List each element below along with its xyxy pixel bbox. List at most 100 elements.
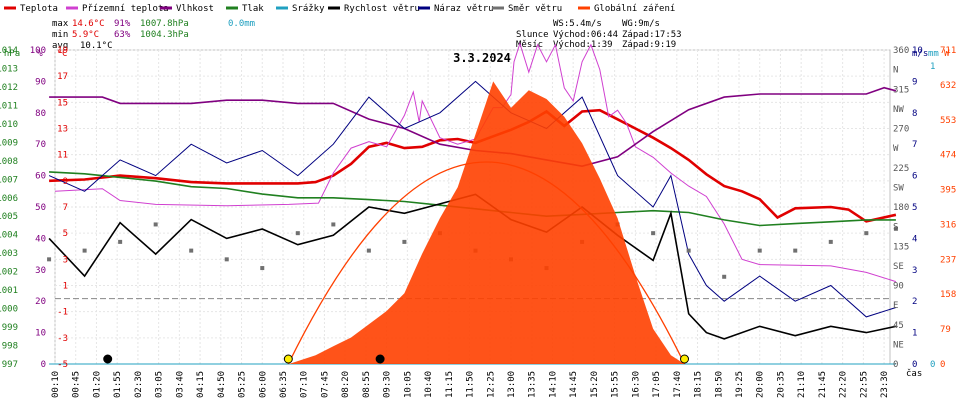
axis-tick-ms: 9 xyxy=(912,77,917,87)
legend-label: Náraz větru xyxy=(434,4,494,14)
wind-direction-point xyxy=(47,257,52,262)
axis-tick-x: 20:35 xyxy=(776,371,786,398)
axis-tick-hpa: 998 xyxy=(2,342,18,352)
axis-tick-temp: 17 xyxy=(57,72,68,82)
axis-tick-temp: 13 xyxy=(57,125,68,135)
wind-direction-point xyxy=(118,239,123,244)
legend-label: Tlak xyxy=(242,4,264,14)
axis-tick-w: 237 xyxy=(940,255,956,265)
axis-tick-x: 07:10 xyxy=(300,371,310,398)
wind-direction-point xyxy=(828,239,833,244)
axis-tick-pct: 90 xyxy=(35,77,46,87)
axis-tick-x: 08:20 xyxy=(341,371,351,398)
axis-tick-pct: 40 xyxy=(35,234,46,244)
axis-tick-x: 15:20 xyxy=(590,371,600,398)
axis-tick-pct: 30 xyxy=(35,266,46,276)
axis-tick-x: 09:30 xyxy=(383,371,393,398)
axis-tick-temp: -3 xyxy=(57,334,68,344)
legend-label: Teplota xyxy=(20,4,58,14)
axis-tick-hpa: 1013 xyxy=(0,64,18,74)
axis-tick-dir: SW xyxy=(893,183,904,193)
axis-tick-ms: 8 xyxy=(912,109,917,119)
axis-unit-w: W xyxy=(944,49,950,59)
axis-tick-ms: 4 xyxy=(912,234,917,244)
axis-tick-x: 17:40 xyxy=(673,371,683,398)
axis-tick-hpa: 1004 xyxy=(0,231,18,241)
info-moon-label: Měsíc xyxy=(516,40,543,50)
axis-tick-w: 395 xyxy=(940,186,956,196)
axis-tick-hpa: 1001 xyxy=(0,286,18,296)
axis-tick-x: 07:45 xyxy=(320,371,330,398)
wind-direction-point xyxy=(402,239,407,244)
axis-tick-x: 06:00 xyxy=(258,371,268,398)
sun-moon-info: WS:5.4m/s WG:9m/s Slunce Východ:06:44 Zá… xyxy=(516,19,682,50)
legend-label: Přízemní teplota xyxy=(82,4,169,14)
series-line-přízemní-teplota xyxy=(54,41,897,283)
axis-tick-dir: SE xyxy=(893,262,904,272)
axis-tick-ms: 0 xyxy=(912,360,917,370)
info-moon-set: Západ:9:19 xyxy=(622,40,676,50)
axis-tick-temp: 3 xyxy=(63,255,68,265)
axis-tick-x: 01:55 xyxy=(113,371,123,398)
legend-label: Vlhkost xyxy=(176,4,214,14)
axis-tick-x: 23:30 xyxy=(880,371,890,398)
axis-tick-ms: 2 xyxy=(912,297,917,307)
axis-tick-w: 79 xyxy=(940,325,951,335)
axis-unit-hpa: hPa xyxy=(4,49,20,59)
axis-x-label: čas xyxy=(906,368,922,379)
axis-tick-x: 11:15 xyxy=(445,371,455,398)
axis-tick-hpa: 1003 xyxy=(0,249,18,259)
axis-tick-ms: 6 xyxy=(912,172,917,182)
legend-label: Globální záření xyxy=(594,4,675,14)
axis-tick-x: 03:40 xyxy=(175,371,185,398)
wind-direction-point xyxy=(260,266,265,271)
astro-marker xyxy=(680,354,690,364)
axis-tick-ms: 7 xyxy=(912,140,917,150)
stat-max-temp: 14.6°C xyxy=(72,19,105,29)
axis-tick-hpa: 1005 xyxy=(0,212,18,222)
wind-direction-point xyxy=(82,248,87,253)
axis-tick-dir: 45 xyxy=(893,321,904,331)
info-moon-rise: Východ:1:39 xyxy=(553,40,613,50)
axis-tick-dir: 270 xyxy=(893,125,909,135)
axis-unit-mm: mm xyxy=(928,49,939,59)
axis-tick-x: 04:15 xyxy=(196,371,206,398)
axis-tick-dir: NE xyxy=(893,340,904,350)
axis-tick-dir: S xyxy=(893,223,898,233)
stat-avg-label: avg xyxy=(52,41,68,51)
stat-min-press: 1004.3hPa xyxy=(140,30,189,40)
axis-tick-x: 19:25 xyxy=(735,371,745,398)
axis-tick-pct: 20 xyxy=(35,297,46,307)
stat-max-rain: 0.0mm xyxy=(228,19,255,29)
axis-tick-pct: 70 xyxy=(35,140,46,150)
wind-direction-point xyxy=(793,248,798,253)
axis-tick-hpa: 1007 xyxy=(0,175,18,185)
axis-tick-pct: 10 xyxy=(35,329,46,339)
axis-tick-x: 14:45 xyxy=(569,371,579,398)
axis-tick-ms: 10 xyxy=(912,46,923,56)
axis-tick-temp: 5 xyxy=(63,229,68,239)
axis-tick-pct: 60 xyxy=(35,172,46,182)
axis-tick-x: 15:55 xyxy=(611,371,621,398)
axis-tick-hpa: 999 xyxy=(2,323,18,333)
stat-avg-temp: 10.1°C xyxy=(80,41,113,51)
axis-tick-x: 20:00 xyxy=(756,371,766,398)
axis-tick-dir: 360 xyxy=(893,46,909,56)
axis-tick-x: 10:40 xyxy=(424,371,434,398)
axis-tick-temp: -1 xyxy=(57,308,68,318)
axis-tick-dir: 225 xyxy=(893,164,909,174)
axis-unit-pct: % xyxy=(37,49,43,59)
axis-tick-pct: 0 xyxy=(41,360,46,370)
axis-tick-w: 553 xyxy=(940,116,956,126)
axis-tick-dir: NW xyxy=(893,105,904,115)
axis-tick-temp: 15 xyxy=(57,98,68,108)
wind-direction-point xyxy=(864,231,869,236)
stat-min-hum: 63% xyxy=(114,30,131,40)
axes: hPa1014101310121011101010091008100710061… xyxy=(0,46,956,398)
axis-tick-temp: 11 xyxy=(57,151,68,161)
axis-tick-temp: -5 xyxy=(57,360,68,370)
axis-tick-ms: 1 xyxy=(912,329,917,339)
stat-min-temp: 5.9°C xyxy=(72,30,99,40)
axis-tick-dir: 180 xyxy=(893,203,909,213)
